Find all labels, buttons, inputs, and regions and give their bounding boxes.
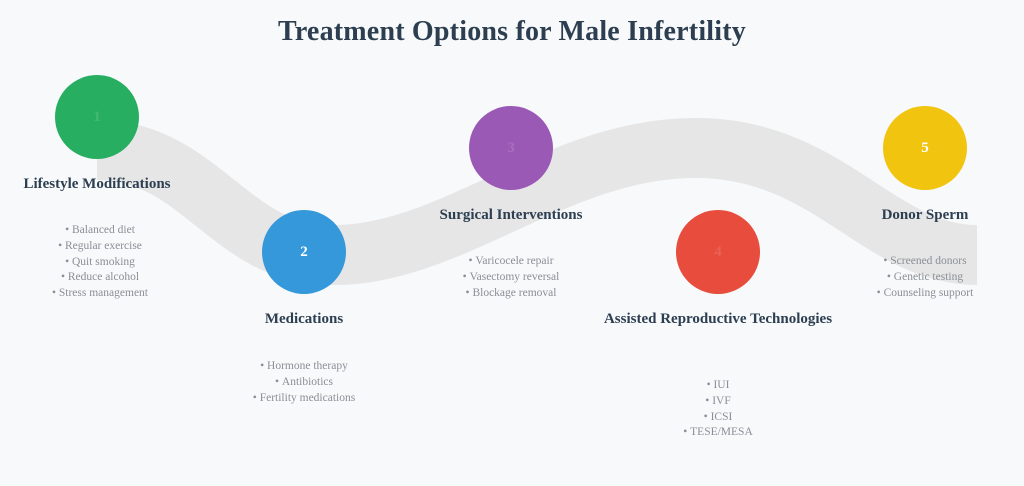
step-1-number: 1 bbox=[93, 108, 101, 125]
step-5-number: 5 bbox=[921, 139, 929, 156]
list-item: Balanced diet bbox=[0, 223, 200, 239]
list-item: IVF bbox=[618, 394, 818, 410]
list-item: Genetic testing bbox=[825, 270, 1024, 286]
step-4-circle[interactable]: 4 bbox=[676, 210, 760, 294]
list-item: Screened donors bbox=[825, 254, 1024, 270]
step-5-list: Screened donors Genetic testing Counseli… bbox=[825, 254, 1024, 301]
step-2-circle[interactable]: 2 bbox=[262, 210, 346, 294]
list-item: Fertility medications bbox=[204, 391, 404, 407]
step-4-number: 4 bbox=[714, 243, 722, 260]
list-item: Reduce alcohol bbox=[0, 270, 200, 286]
wave-path bbox=[95, 117, 979, 286]
step-3-number: 3 bbox=[507, 139, 515, 156]
list-item: Hormone therapy bbox=[204, 359, 404, 375]
list-item: Quit smoking bbox=[0, 255, 200, 271]
step-4-list: IUI IVF ICSI TESE/MESA bbox=[618, 378, 818, 441]
list-item: ICSI bbox=[618, 410, 818, 426]
step-3-list: Varicocele repair Vasectomy reversal Blo… bbox=[411, 254, 611, 301]
list-item: Stress management bbox=[0, 286, 200, 302]
step-3-circle[interactable]: 3 bbox=[469, 106, 553, 190]
step-2-list: Hormone therapy Antibiotics Fertility me… bbox=[204, 359, 404, 406]
step-4-title: Assisted Reproductive Technologies bbox=[603, 311, 833, 327]
list-item: Blockage removal bbox=[411, 286, 611, 302]
step-3-title: Surgical Interventions bbox=[439, 207, 583, 223]
list-item: Varicocele repair bbox=[411, 254, 611, 270]
step-1-circle[interactable]: 1 bbox=[55, 75, 139, 159]
step-1-list: Balanced diet Regular exercise Quit smok… bbox=[0, 223, 200, 302]
page-title: Treatment Options for Male Infertility bbox=[278, 16, 746, 47]
list-item: Regular exercise bbox=[0, 239, 200, 255]
list-item: IUI bbox=[618, 378, 818, 394]
list-item: TESE/MESA bbox=[618, 425, 818, 441]
step-5-circle[interactable]: 5 bbox=[883, 106, 967, 190]
step-2-title: Medications bbox=[264, 311, 344, 327]
list-item: Vasectomy reversal bbox=[411, 270, 611, 286]
list-item: Antibiotics bbox=[204, 375, 404, 391]
list-item: Counseling support bbox=[825, 286, 1024, 302]
step-1-title: Lifestyle Modifications bbox=[23, 176, 171, 192]
step-5-title: Donor Sperm bbox=[881, 207, 969, 223]
step-2-number: 2 bbox=[300, 243, 308, 260]
